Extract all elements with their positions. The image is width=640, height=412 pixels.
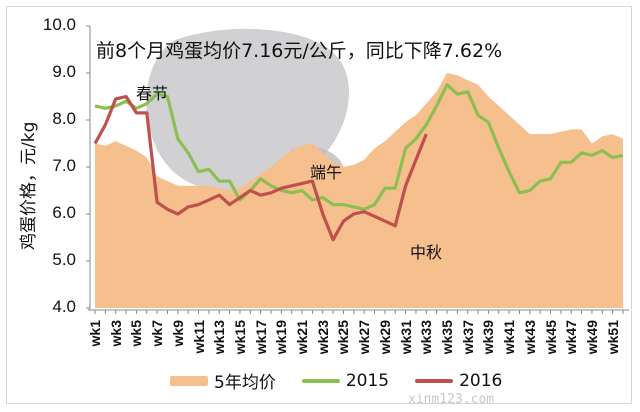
x-tick-label: wk11 (190, 320, 207, 354)
x-tick-label: wk3 (107, 320, 124, 347)
x-tick-label: wk33 (418, 320, 435, 355)
legend-swatch-line (301, 378, 340, 383)
x-tick-label: wk37 (459, 320, 476, 355)
y-tick-label: 9.0 (52, 62, 76, 81)
annotation-duanwu: 端午 (310, 163, 343, 182)
y-tick-label: 8.0 (52, 109, 76, 128)
watermark: xinm123.com (408, 392, 495, 407)
x-tick-label: wk17 (252, 320, 269, 355)
axes (86, 25, 629, 314)
x-tick-label: wk35 (439, 320, 455, 355)
series-lines (93, 83, 624, 242)
x-tick-label: wk31 (397, 320, 414, 355)
x-tick-label: wk25 (335, 320, 352, 355)
x-tick-label: wk19 (273, 320, 290, 355)
annotation-chunjie: 春节 (136, 84, 169, 103)
x-tick-label: wk45 (542, 320, 559, 355)
x-tick-label: wk51 (604, 320, 621, 355)
x-tick-label: wk9 (169, 320, 186, 347)
y-tick-label: 5.0 (52, 250, 76, 269)
x-tick-label: wk47 (563, 320, 580, 355)
legend-item-2016: 2016 (415, 371, 502, 391)
chart-title: 前8个月鸡蛋均价7.16元/公斤，同比下降7.62% (96, 40, 503, 62)
annotation-zhongqiu: 中秋 (410, 243, 443, 262)
legend: 5年均价 2015 2016 (170, 368, 528, 393)
legend-label: 2015 (345, 370, 390, 391)
x-tick-label: wk49 (583, 320, 600, 355)
y-tick-label: 10.0 (42, 15, 76, 34)
x-tick-label: wk27 (356, 320, 373, 355)
legend-swatch-line (415, 378, 454, 383)
y-tick-label: 6.0 (52, 203, 76, 222)
legend-item-2015: 2015 (301, 370, 390, 391)
x-tick-label: wk23 (314, 320, 331, 355)
y-axis-label: 鸡蛋价格，元/kg (19, 121, 39, 250)
x-tick-label: wk5 (128, 320, 145, 347)
legend-label: 5年均价 (214, 373, 276, 393)
x-tick-label: wk43 (521, 320, 538, 355)
legend-item-5yr-average: 5年均价 (170, 368, 276, 393)
x-tick-label: wk39 (480, 320, 497, 355)
legend-label: 2016 (459, 370, 503, 391)
y-tick-label: 7.0 (52, 156, 76, 175)
x-tick-label: wk21 (294, 320, 311, 355)
x-tick-label: wk7 (149, 320, 166, 347)
line-2016 (93, 94, 428, 242)
line-2015 (94, 83, 624, 211)
x-tick-label: wk41 (501, 320, 518, 355)
x-tick-label: wk15 (231, 320, 248, 355)
y-tick-label: 4.0 (52, 297, 76, 316)
x-tick-label: wk29 (376, 320, 393, 355)
chart-frame (6, 6, 632, 404)
x-tick-label: wk1 (87, 320, 103, 347)
legend-swatch-area (170, 375, 208, 386)
x-tick-label: wk13 (211, 320, 228, 355)
